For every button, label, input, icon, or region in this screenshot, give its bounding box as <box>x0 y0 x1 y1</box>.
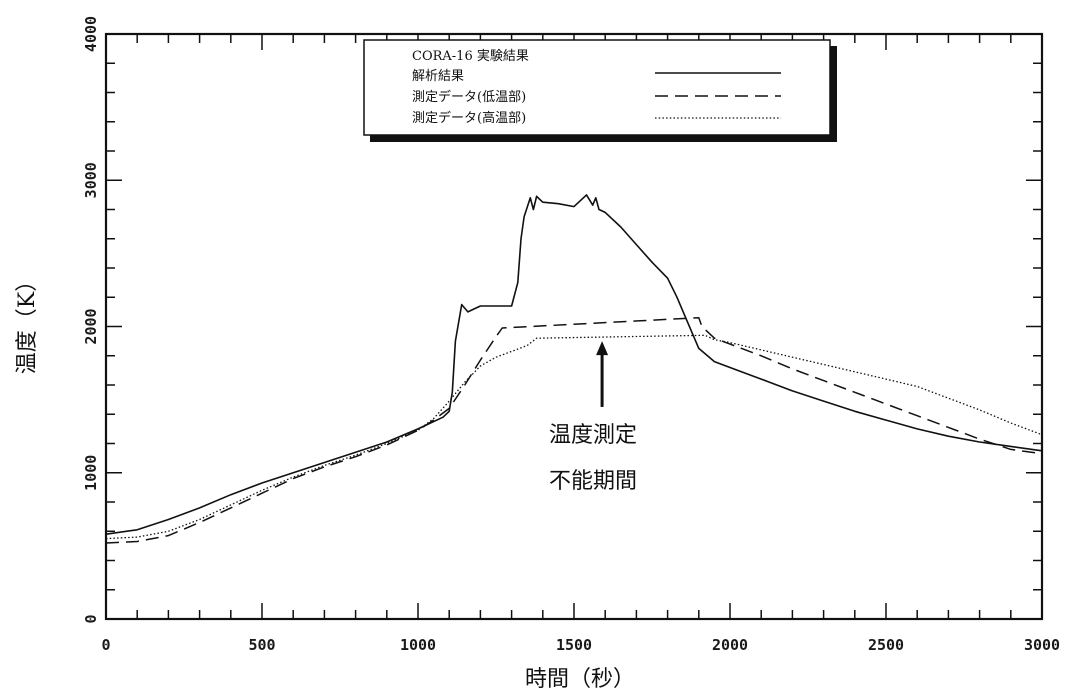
x-tick-label: 2500 <box>868 636 904 654</box>
x-tick-label: 3000 <box>1024 636 1060 654</box>
tick-labels: 0 500 1000 1500 2000 2500 3000 0 1000 2000 3000 400… <box>82 16 1060 654</box>
legend-title: CORA-16 実験結果 <box>412 48 529 64</box>
y-tick-label: 1000 <box>82 455 100 491</box>
series-line-0 <box>105 194 1043 535</box>
y-tick-label: 4000 <box>82 16 100 52</box>
x-tick-label: 500 <box>248 636 275 654</box>
y-axis-title: 温度（K） <box>15 270 40 374</box>
x-axis-title: 時間（秒） <box>525 667 635 692</box>
x-tick-label: 1000 <box>400 636 436 654</box>
legend-label-2: 測定データ(高温部) <box>412 110 526 126</box>
y-tick-label: 3000 <box>82 162 100 198</box>
annotation-line-1: 温度測定 <box>549 423 637 448</box>
legend-label-0: 解析結果 <box>412 69 464 84</box>
series-layer <box>105 194 1043 544</box>
y-tick-label: 2000 <box>82 308 100 344</box>
annotation: 温度測定 不能期間 <box>549 341 637 494</box>
series-line-1 <box>105 316 1043 544</box>
x-tick-label: 0 <box>101 636 110 654</box>
x-tick-label: 2000 <box>712 636 748 654</box>
arrow-head-icon <box>596 341 609 356</box>
series-line-2 <box>105 334 1043 540</box>
legend-box <box>363 39 831 136</box>
legend-label-1: 測定データ(低温部) <box>412 89 526 105</box>
annotation-line-2: 不能期間 <box>549 469 637 494</box>
y-tick-label: 0 <box>82 614 100 623</box>
x-tick-label: 1500 <box>556 636 592 654</box>
legend: CORA-16 実験結果 解析結果 測定データ(低温部) 測定データ(高温部) <box>363 39 837 142</box>
